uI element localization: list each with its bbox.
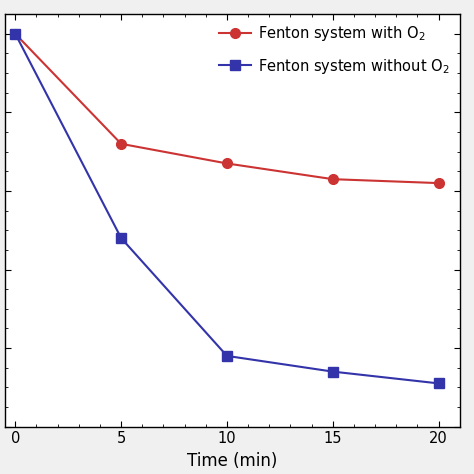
Legend: Fenton system with O$_2$, Fenton system without O$_2$: Fenton system with O$_2$, Fenton system … — [213, 18, 456, 82]
Fenton system without O$_2$ — [330, 369, 336, 374]
Fenton system with O$_2$ — [436, 180, 441, 186]
Fenton system with O$_2$ — [12, 31, 18, 36]
Fenton system without O$_2$ — [224, 353, 230, 359]
Fenton system without O$_2$ — [436, 381, 441, 386]
Fenton system with O$_2$ — [118, 141, 124, 146]
Fenton system with O$_2$ — [330, 176, 336, 182]
Line: Fenton system without O$_2$: Fenton system without O$_2$ — [10, 29, 444, 388]
X-axis label: Time (min): Time (min) — [187, 452, 277, 470]
Fenton system without O$_2$ — [118, 235, 124, 241]
Line: Fenton system with O$_2$: Fenton system with O$_2$ — [10, 29, 444, 188]
Fenton system without O$_2$ — [12, 31, 18, 36]
Fenton system with O$_2$ — [224, 161, 230, 166]
